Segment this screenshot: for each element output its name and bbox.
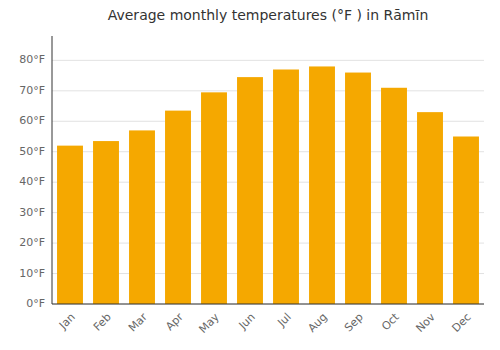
chart-container: 0°F 10°F 20°F 30°F 40°F 50°F 60°F 70°F 80°F Jan Fe… bbox=[0, 0, 500, 350]
grid-line bbox=[52, 304, 484, 305]
chart-title: Average monthly temperatures (°F ) in Rā… bbox=[108, 7, 429, 23]
bar bbox=[57, 146, 83, 304]
bar bbox=[345, 73, 371, 304]
y-tick-label: 70°F bbox=[19, 84, 45, 97]
x-axis-line bbox=[52, 304, 484, 305]
x-tick-label: Sep bbox=[342, 311, 366, 335]
y-tick-label: 50°F bbox=[19, 145, 45, 158]
x-tick-label: Dec bbox=[450, 311, 474, 335]
x-tick-label: May bbox=[196, 310, 222, 336]
y-tick-label: 10°F bbox=[19, 267, 45, 280]
bar bbox=[93, 141, 119, 304]
y-tick-label: 40°F bbox=[19, 175, 45, 188]
bar bbox=[273, 70, 299, 305]
grid-line bbox=[52, 90, 484, 91]
x-tick-label: Jan bbox=[56, 311, 78, 333]
x-tick-label: Oct bbox=[379, 310, 402, 333]
y-tick-label: 20°F bbox=[19, 236, 45, 249]
page: {"chart_data": {"type": "bar", "title": … bbox=[0, 0, 500, 350]
x-tick-label: Aug bbox=[305, 311, 329, 335]
bar bbox=[381, 88, 407, 304]
bars bbox=[57, 66, 479, 304]
bar bbox=[453, 137, 479, 305]
y-axis-line bbox=[52, 36, 53, 304]
y-tick-label: 80°F bbox=[19, 53, 45, 66]
bar bbox=[165, 111, 191, 304]
x-tick-label: Apr bbox=[163, 310, 186, 333]
bar bbox=[237, 77, 263, 304]
x-tick-label: Mar bbox=[126, 310, 150, 334]
x-tick-label: Feb bbox=[91, 311, 114, 334]
x-tick-label: Jun bbox=[236, 311, 258, 333]
bar bbox=[129, 130, 155, 304]
chart-svg: 0°F 10°F 20°F 30°F 40°F 50°F 60°F 70°F 80°F Jan Fe… bbox=[0, 0, 500, 350]
y-tick-label: 30°F bbox=[19, 206, 45, 219]
y-tick-label: 0°F bbox=[26, 297, 45, 310]
bar bbox=[417, 112, 443, 304]
grid-line bbox=[52, 60, 484, 61]
bar bbox=[309, 66, 335, 304]
x-tick-label: Jul bbox=[274, 311, 293, 330]
grid bbox=[52, 60, 484, 304]
y-tick-label: 60°F bbox=[19, 114, 45, 127]
bar bbox=[201, 92, 227, 304]
x-tick-label: Nov bbox=[413, 310, 438, 335]
